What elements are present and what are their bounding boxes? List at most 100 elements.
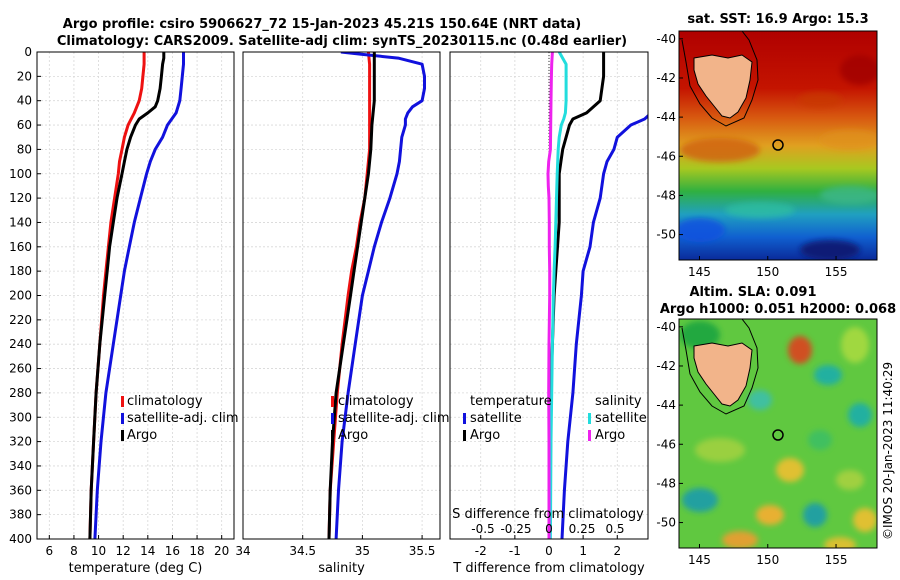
s-tick: 0.25 <box>569 522 596 536</box>
y-tick-label: 400 <box>9 532 32 546</box>
legend-swatch-climatology <box>121 396 124 407</box>
map-y-tick-label: -46 <box>656 149 676 163</box>
shelf-contour <box>681 319 759 415</box>
map-x-tick-label: 155 <box>825 553 848 567</box>
y-tick-label: 120 <box>9 191 32 205</box>
sst-field-texture <box>679 55 877 260</box>
x-tick-label: -2 <box>475 544 487 558</box>
legend-label-t-argo: Argo <box>470 428 500 443</box>
legend-swatch-satellite <box>331 413 334 424</box>
sst-map-title: sat. SST: 16.9 Argo: 15.3 <box>687 12 868 27</box>
legend-label-s-satellite: satellite <box>595 411 647 426</box>
x-tick-label: 1 <box>579 544 587 558</box>
map-y-tick-label: -44 <box>656 110 676 124</box>
legend-title-salinity: salinity <box>595 394 642 409</box>
map-y-tick-label: -50 <box>656 516 676 530</box>
legend-label-argo: Argo <box>338 428 368 443</box>
series-line-argo <box>327 52 376 539</box>
y-tick-label: 240 <box>9 337 32 351</box>
legend-label-satellite: satellite-adj. clim <box>338 411 450 426</box>
x-tick-label: 35.5 <box>409 544 436 558</box>
sla-map-title-line2: Argo h1000: 0.051 h2000: 0.068 <box>660 302 896 317</box>
map-y-tick-label: -40 <box>656 32 676 46</box>
salinity-legend: climatology satellite-adj. clim Argo <box>331 394 450 443</box>
map-x-tick-label: 145 <box>688 265 711 279</box>
salinity-panel: 34 34.5 35 35.5 salinity <box>235 51 441 576</box>
y-tick-label: 260 <box>9 362 32 376</box>
map-y-tick-label: -50 <box>656 228 676 242</box>
difference-legend: temperature satellite Argo salinity sate… <box>463 394 647 443</box>
y-tick-label: 320 <box>9 435 32 449</box>
main-title-line1: Argo profile: csiro 5906627_72 15-Jan-20… <box>63 17 581 32</box>
map-x-tick-label: 150 <box>756 265 779 279</box>
series-group <box>327 52 426 539</box>
depth-axis: 0 20 40 60 80 100 120 140 160 180 200 220 240 260 280 3… <box>9 45 41 546</box>
x-tick-label: 6 <box>45 544 53 558</box>
s-tick: 0 <box>545 522 553 536</box>
legend-label-s-argo: Argo <box>595 428 625 443</box>
x-tick-label: 0 <box>545 544 553 558</box>
y-tick-label: 360 <box>9 483 32 497</box>
y-tick-label: 140 <box>9 215 32 229</box>
sla-field-blobs <box>680 321 877 548</box>
s-difference-ticks: -0.5 -0.25 0 0.25 0.5 <box>471 522 624 536</box>
sla-map-title-line1: Altim. SLA: 0.091 <box>690 285 817 300</box>
x-tick-label: 2 <box>613 544 621 558</box>
x-tick-label: 10 <box>91 544 106 558</box>
y-tick-label: 180 <box>9 264 32 278</box>
y-tick-label: 200 <box>9 289 32 303</box>
x-tick-label: 14 <box>140 544 155 558</box>
map-y-tick-label: -42 <box>656 71 676 85</box>
sla-map <box>679 319 877 548</box>
legend-label-climatology: climatology <box>127 394 203 409</box>
series-line-satellite-adj-clim <box>334 52 426 539</box>
s-tick: -0.25 <box>500 522 531 536</box>
series-line-s-satellite <box>548 52 568 539</box>
y-tick-label: 100 <box>9 167 32 181</box>
sst-map-frame <box>678 30 878 261</box>
series-line-s-argo <box>546 52 554 539</box>
x-tick-label: 34 <box>235 544 250 558</box>
plot-frame <box>242 51 441 540</box>
tasmania-land <box>693 342 753 407</box>
x-tick-label: 12 <box>116 544 131 558</box>
series-group <box>546 52 648 539</box>
sla-map-frame <box>678 318 878 549</box>
map-x-tick-label: 155 <box>825 265 848 279</box>
map-y-tick-label: -40 <box>656 320 676 334</box>
legend-label-argo: Argo <box>127 428 157 443</box>
legend-swatch-argo <box>331 430 334 441</box>
map-y-tick-label: -48 <box>656 188 676 202</box>
legend-swatch-s-argo <box>588 430 591 441</box>
y-tick-label: 80 <box>17 142 32 156</box>
x-tick-label: 34.5 <box>289 544 316 558</box>
x-tick-label: -1 <box>509 544 521 558</box>
y-tick-label: 160 <box>9 240 32 254</box>
x-axis-label: temperature (deg C) <box>69 561 203 576</box>
argo-position-marker <box>772 429 784 441</box>
map-x-tick-label: 150 <box>756 553 779 567</box>
temperature-legend: climatology satellite-adj. clim Argo <box>121 394 239 443</box>
temperature-panel: 6 8 10 12 14 16 18 20 temperature (deg C) <box>36 51 235 576</box>
legend-swatch-t-satellite <box>463 413 466 424</box>
series-group <box>88 52 185 539</box>
map-x-tick-label: 145 <box>688 553 711 567</box>
difference-panel: -2 -1 0 1 2 T difference from climatology <box>449 51 649 576</box>
y-tick-label: 0 <box>24 45 32 59</box>
series-line-t-satellite <box>560 113 648 539</box>
map-y-tick-label: -44 <box>656 398 676 412</box>
x-tick-label: 35 <box>355 544 370 558</box>
x-axis-label: T difference from climatology <box>452 561 645 576</box>
sla-map-axes: -40 -42 -44 -46 -48 -50 145 150 155 <box>656 320 847 567</box>
legend-swatch-climatology <box>331 396 334 407</box>
tasmania-land <box>693 54 753 119</box>
y-tick-label: 60 <box>17 118 32 132</box>
y-tick-label: 300 <box>9 410 32 424</box>
legend-label-t-satellite: satellite <box>470 411 522 426</box>
series-line-argo <box>88 52 166 539</box>
main-title-line2: Climatology: CARS2009. Satellite-adj cli… <box>57 34 627 49</box>
y-tick-label: 20 <box>17 69 32 83</box>
s-tick: 0.5 <box>605 522 624 536</box>
x-axis-label: salinity <box>318 561 365 576</box>
